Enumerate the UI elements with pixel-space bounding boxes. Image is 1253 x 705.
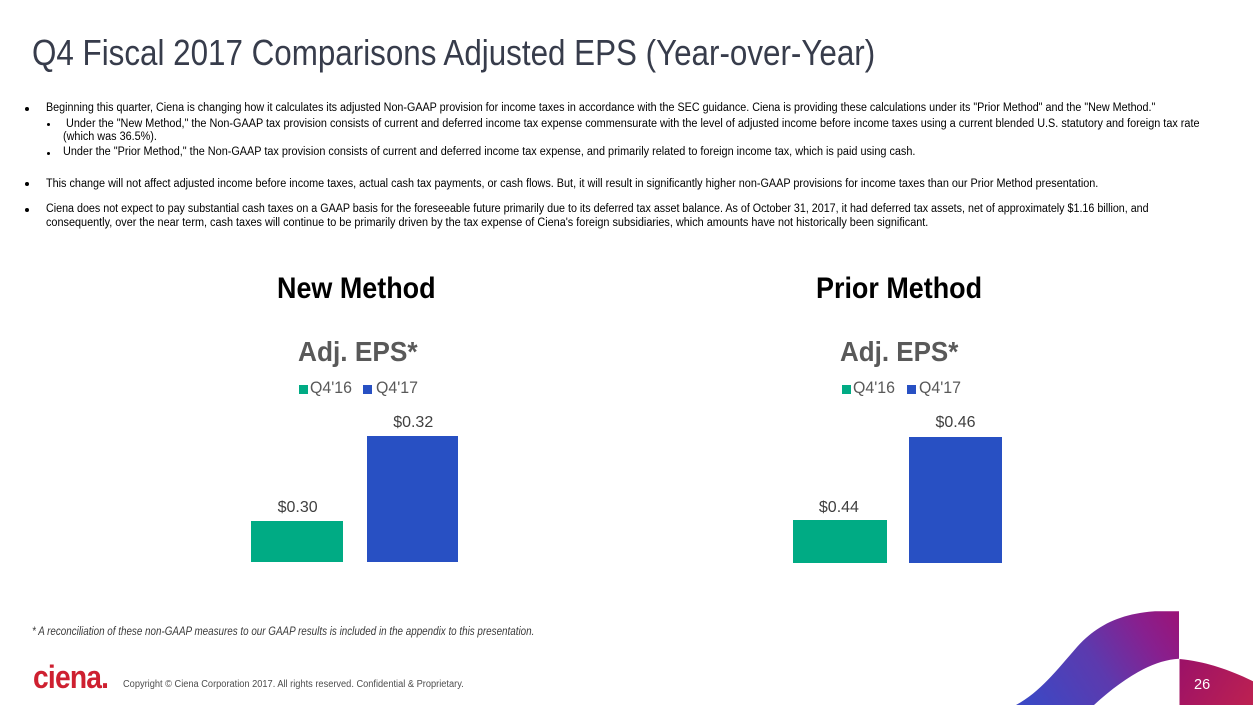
svg-text:26: 26 (1194, 677, 1210, 693)
